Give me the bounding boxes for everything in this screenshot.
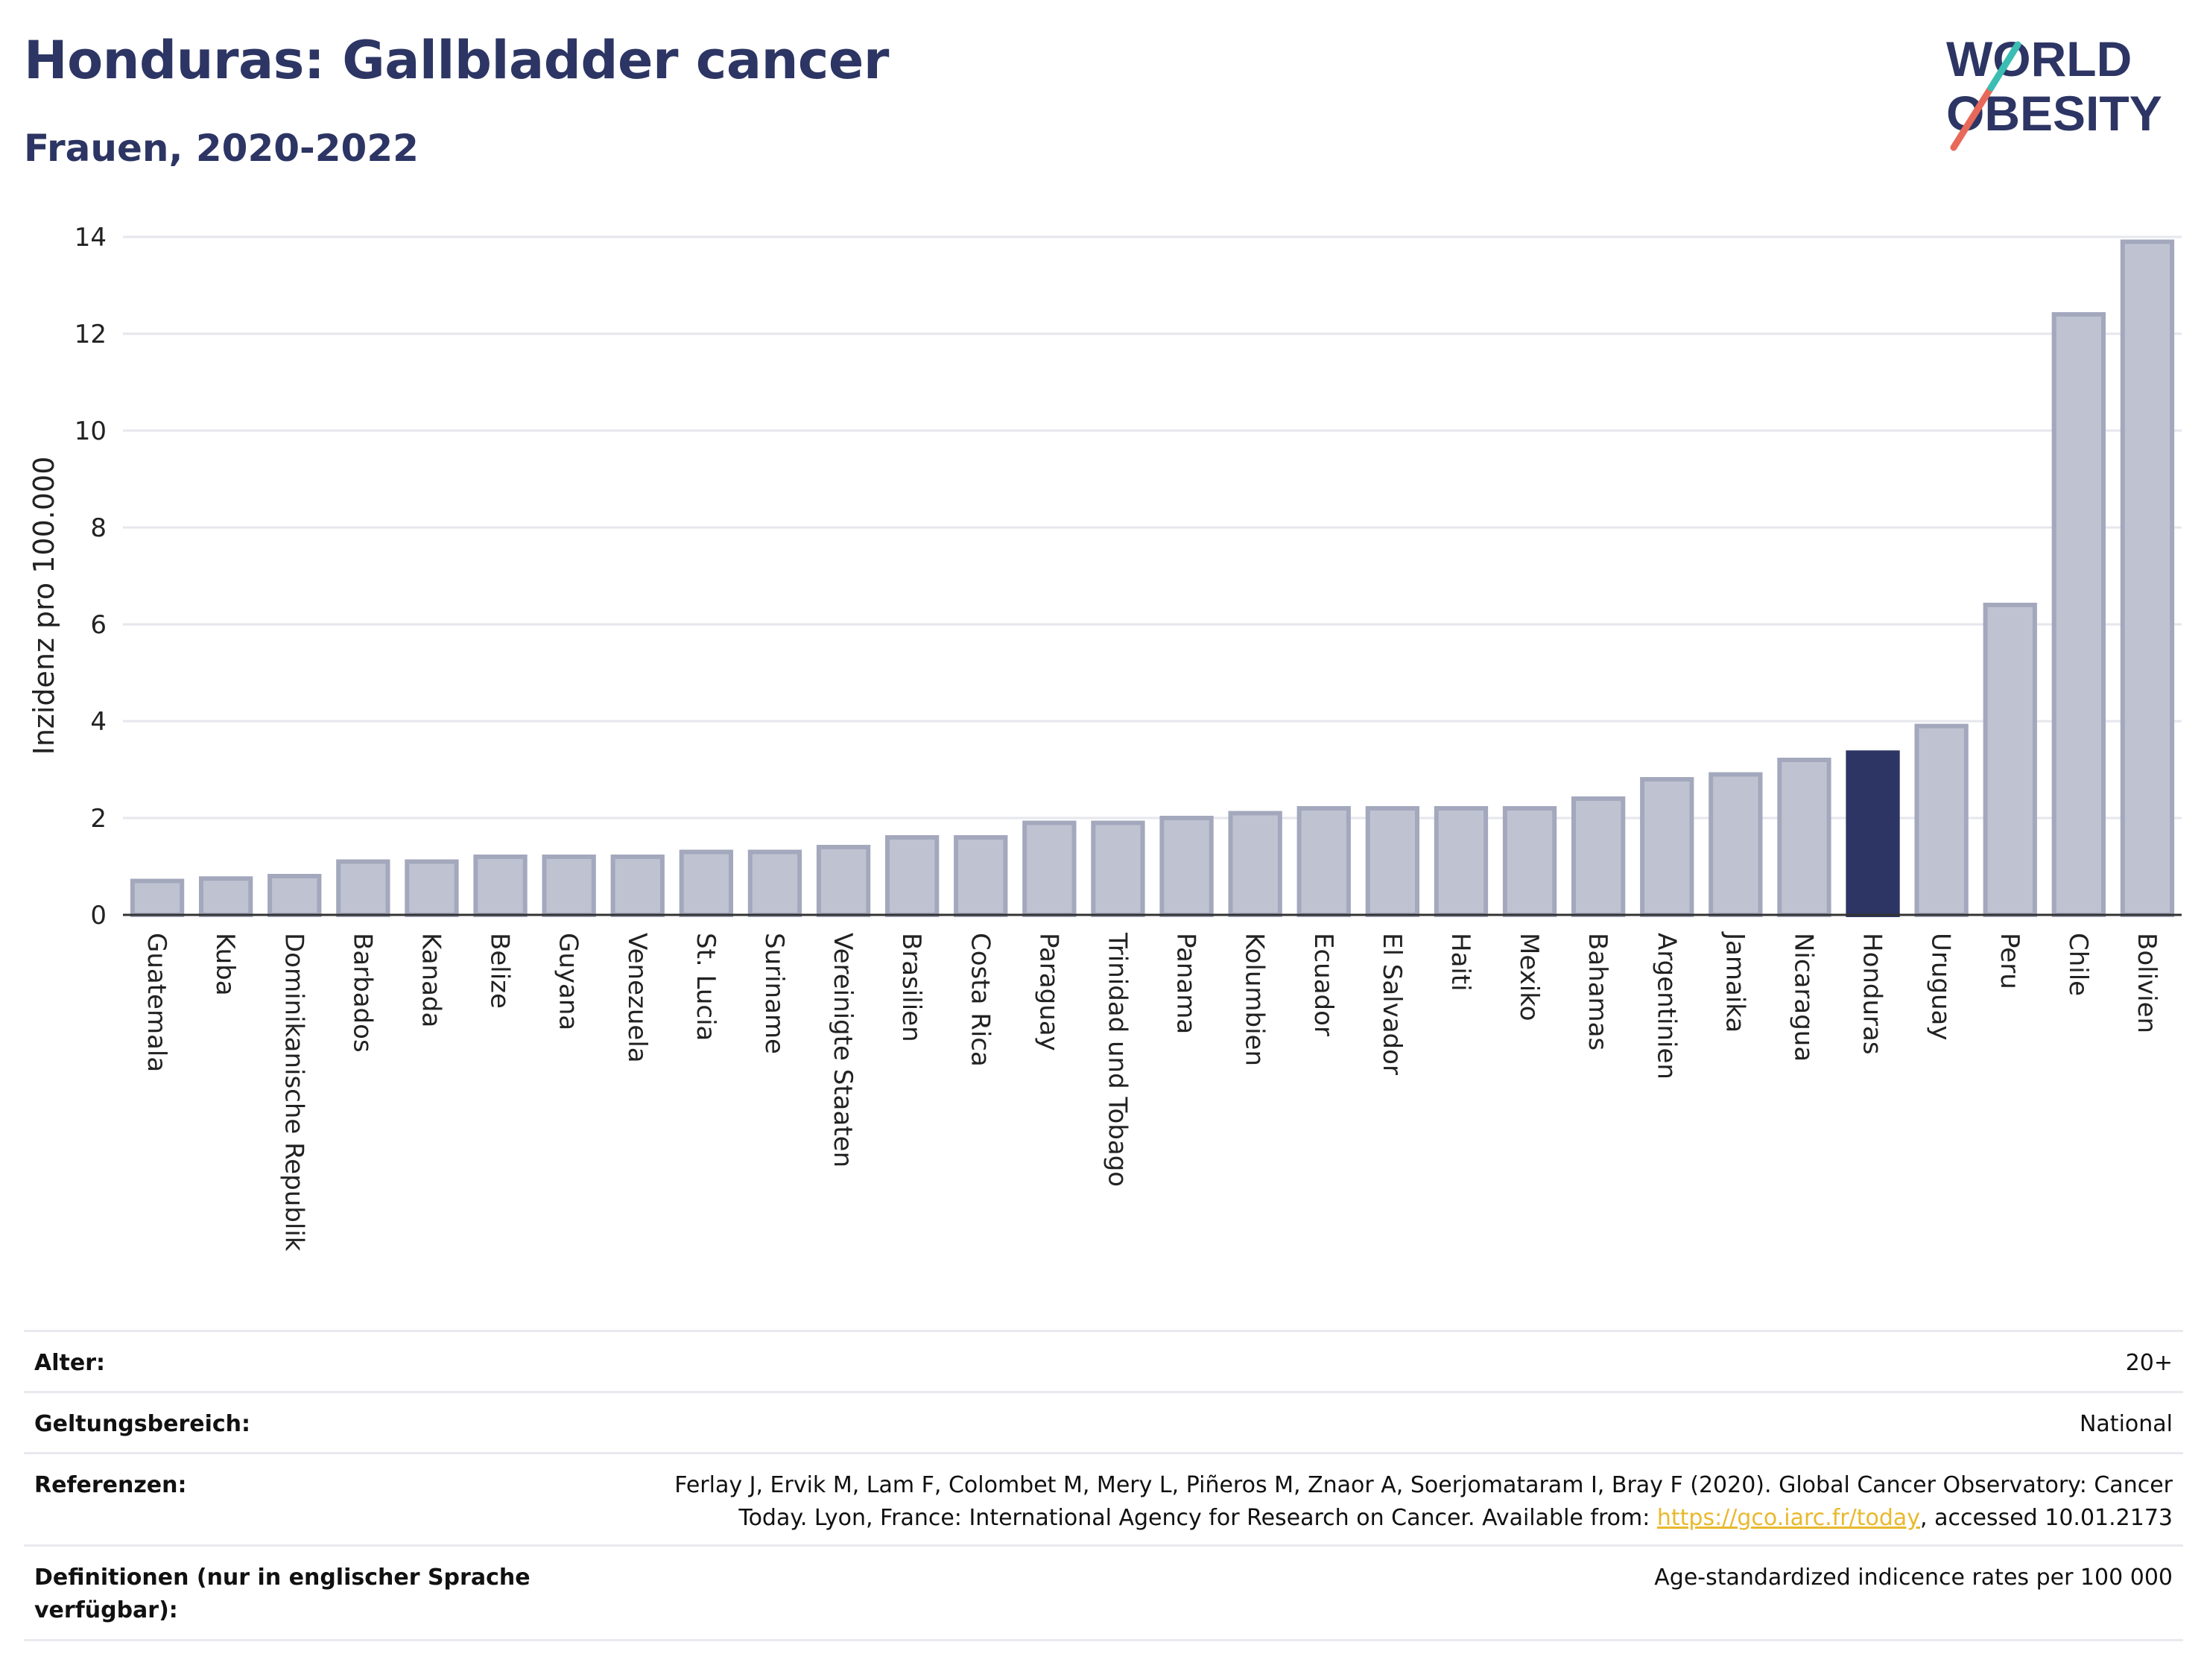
x-tick-label: Mexiko (1514, 933, 1544, 1021)
y-tick-label: 6 (90, 610, 107, 640)
y-tick-label: 10 (75, 416, 107, 446)
bar (542, 855, 596, 917)
x-tick-label: Venezuela (622, 933, 652, 1063)
x-tick-label: Barbados (347, 933, 377, 1053)
x-tick-label: Jamaika (1720, 931, 1749, 1033)
world-obesity-logo: WORLD OBESITY (1946, 31, 2162, 151)
meta-row-definitions: Definitionen (nur in englischer Sprache … (24, 1544, 2183, 1641)
bar (130, 878, 185, 917)
x-tick-label: Paraguay (1033, 933, 1063, 1051)
bar-highlight (1846, 750, 1900, 917)
bar (267, 874, 322, 917)
reference-line-2-text: Today. Lyon, France: International Agenc… (738, 1505, 1657, 1531)
y-axis-label: Inzidenz pro 100.000 (28, 457, 60, 755)
bar (198, 876, 253, 917)
x-tick-label: Suriname (759, 933, 789, 1054)
bar (679, 849, 734, 917)
x-tick-label: Panama (1171, 933, 1201, 1034)
meta-row-references: Referenzen: Ferlay J, Ervik M, Lam F, Co… (24, 1452, 2183, 1547)
meta-value-scope: National (2079, 1411, 2173, 1437)
bar (1640, 777, 1694, 917)
logo-slash-teal (1987, 41, 2021, 92)
meta-value-definitions: Age-standardized indicence rates per 100… (1654, 1565, 2173, 1591)
definitions-label-line-1: Definitionen (nur in englischer Sprache (34, 1565, 531, 1591)
page-title: Honduras: Gallbladder cancer (24, 30, 889, 91)
reference-link[interactable]: https://gco.iarc.fr/today (1656, 1505, 1921, 1531)
definitions-label-line-2: verfügbar): (34, 1597, 178, 1623)
bar (1983, 603, 2037, 917)
x-tick-label: Costa Rica (965, 933, 995, 1067)
x-tick-label: Kuba (210, 933, 240, 996)
bar (816, 845, 871, 917)
logo-text-obesity: OBESITY (1946, 86, 2162, 141)
reference-accessed: , accessed 10.01.2173 (1920, 1505, 2173, 1531)
x-tick-label: Honduras (1858, 933, 1887, 1055)
meta-value-references: Ferlay J, Ervik M, Lam F, Colombet M, Me… (674, 1469, 2173, 1535)
x-tick-label: Bolivien (2132, 933, 2162, 1033)
meta-label-definitions: Definitionen (nur in englischer Sprache … (34, 1562, 531, 1627)
x-tick-label: Brasilien (896, 933, 926, 1042)
x-tick-label: Guatemala (142, 933, 171, 1072)
bar (1365, 806, 1420, 917)
x-tick-label: Guyana (554, 933, 583, 1030)
bar (747, 849, 802, 917)
x-tick-label: Vereinigte Staaten (828, 933, 858, 1167)
bar (1228, 811, 1282, 917)
bar (610, 855, 665, 917)
meta-row-scope: Geltungsbereich: National (24, 1391, 2183, 1454)
bar (1709, 772, 1763, 917)
meta-label-references: Referenzen: (34, 1472, 187, 1498)
x-tick-label: Kolumbien (1240, 933, 1270, 1066)
meta-label-age: Alter: (34, 1350, 105, 1376)
y-tick-label: 12 (75, 320, 107, 349)
logo-slash-red (1950, 84, 1995, 151)
y-tick-label: 4 (90, 707, 107, 737)
bar (2051, 312, 2106, 917)
y-tick-label: 8 (90, 513, 107, 543)
bar (473, 855, 528, 917)
bar (405, 859, 459, 917)
bar (1914, 723, 1969, 917)
x-tick-label: Ecuador (1308, 933, 1338, 1036)
x-tick-label: Peru (1995, 933, 2024, 989)
bar (1159, 816, 1214, 917)
x-tick-label: Belize (485, 933, 515, 1009)
bar (1434, 806, 1489, 917)
y-tick-label: 2 (90, 804, 107, 834)
bar-chart: 0 2 4 6 8 10 12 14 Inzidenz pro 100.000 Guatemala… (28, 223, 2182, 1252)
x-tick-label: Kanada (416, 933, 446, 1027)
bar (884, 835, 940, 917)
x-tick-label: Trinidad und Tobago (1102, 932, 1132, 1187)
bar (954, 835, 1008, 917)
bar (1296, 806, 1351, 917)
bar (1022, 820, 1077, 917)
page-subtitle: Frauen, 2020-2022 (24, 127, 419, 170)
x-tick-label: St. Lucia (691, 933, 721, 1041)
logo-text-world: WORLD (1946, 31, 2132, 86)
bar (2120, 239, 2175, 917)
x-tick-label: Nicaragua (1788, 933, 1818, 1062)
meta-label-scope: Geltungsbereich: (34, 1411, 251, 1437)
y-tick-label: 14 (75, 223, 107, 253)
x-tick-label: Chile (2063, 933, 2093, 996)
bar (1571, 796, 1626, 917)
x-tick-label: Bahamas (1583, 933, 1612, 1050)
x-tick-label: Dominikanische Republik (279, 933, 308, 1252)
x-tick-label: Argentinien (1651, 933, 1681, 1080)
meta-value-age: 20+ (2125, 1350, 2173, 1376)
x-tick-label: El Salvador (1377, 933, 1407, 1075)
x-tick-label: Uruguay (1926, 933, 1956, 1041)
reference-line-2: Today. Lyon, France: International Agenc… (674, 1502, 2173, 1535)
meta-row-age: Alter: 20+ (24, 1330, 2183, 1393)
bar (1091, 820, 1145, 917)
x-tick-label: Haiti (1445, 933, 1475, 992)
bar (336, 859, 390, 917)
reference-line-1: Ferlay J, Ervik M, Lam F, Colombet M, Me… (674, 1472, 2173, 1498)
bar (1777, 758, 1831, 917)
y-tick-label: 0 (90, 901, 107, 931)
bar (1502, 806, 1557, 917)
